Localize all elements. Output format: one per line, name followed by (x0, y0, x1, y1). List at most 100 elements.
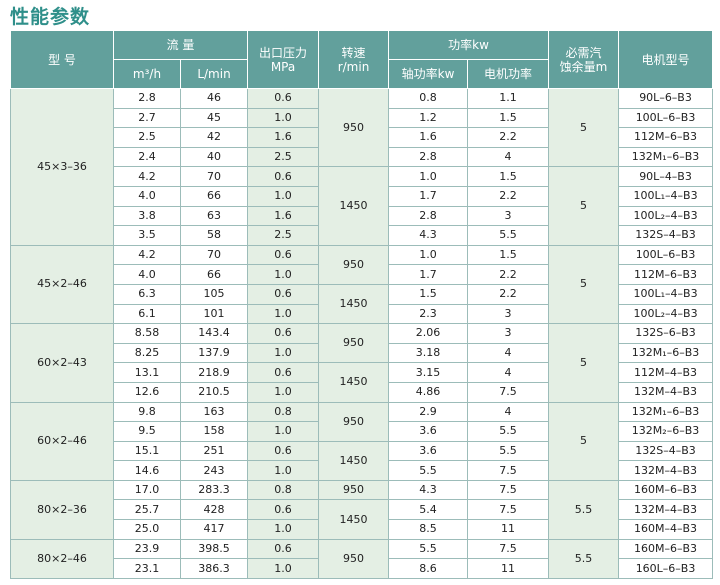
table-row: 45×3–36 2.8 46 0.6 950 0.8 1.1 5 90L–6–B3 (10, 87, 714, 246)
table-cell: 5.5 (467, 225, 550, 246)
table-cell: 1.0 (388, 244, 469, 266)
table-cell: 9.5 (113, 421, 181, 442)
table-cell: 25.0 (113, 519, 181, 540)
table-row: 80×2–46 23.9 398.5 0.6 950 5.5 7.5 5.5 160M–6–B3 (10, 538, 714, 579)
table-cell: 4 (467, 401, 550, 423)
header-line: MPa (270, 59, 296, 74)
table-cell: 2.8 (388, 146, 469, 168)
table-cell: 1.5 (467, 107, 550, 129)
table-cell: 105 (179, 283, 249, 305)
table-cell: 1.0 (247, 558, 320, 579)
table-cell: 1.6 (247, 127, 320, 148)
table-cell: 0.6 (247, 323, 320, 344)
table-cell: 950 (318, 323, 390, 364)
table-cell: 132M–4–B3 (618, 460, 714, 481)
table-cell: 160M–6–B3 (618, 479, 714, 501)
table-cell: 2.4 (113, 146, 181, 168)
table-cell: 0.6 (247, 499, 320, 521)
table-cell: 11 (467, 519, 550, 540)
header-line: 必需汽 (565, 45, 602, 60)
table-cell: 132M₁–6–B3 (618, 342, 714, 364)
table-cell: 4.0 (113, 185, 181, 207)
table-cell: 132M–4–B3 (618, 381, 714, 403)
table-cell: 398.5 (179, 538, 249, 560)
table-cell: 2.06 (388, 323, 469, 344)
table-row: 6.1 101 1.0 2.3 3 100L₂–4–B3 (11, 303, 714, 325)
table-cell: 132M–4–B3 (618, 499, 714, 521)
table-cell: 9.8 (113, 401, 181, 423)
table-row: 23.1 386.3 1.0 8.6 11 160L–6–B3 (11, 558, 714, 579)
table-cell: 2.7 (113, 107, 181, 129)
performance-table: 型 号 流 量 出口压力 MPa 转速 r/min 功率kw 必需汽 蚀余量m 电机型… (10, 30, 714, 579)
table-cell: 1.0 (247, 185, 320, 207)
table-row: 9.5 158 1.0 3.6 5.5 132M₂–6–B3 (11, 421, 714, 442)
table-cell: 160M–4–B3 (618, 519, 714, 540)
table-cell: 3.5 (113, 225, 181, 246)
header-cell: 轴功率kw (388, 59, 469, 89)
table-row: 3.5 58 2.5 4.3 5.5 132S–4–B3 (11, 225, 714, 246)
table-cell: 6.3 (113, 283, 181, 305)
table-cell: 950 (318, 538, 390, 579)
table-cell: 7.5 (467, 381, 550, 403)
table-cell: 1450 (318, 283, 390, 325)
table-row: 2.4 40 2.5 2.8 4 132M₁–6–B3 (11, 146, 714, 168)
table-cell: 100L–6–B3 (618, 107, 714, 129)
table-cell: 2.8 (388, 205, 469, 227)
table-cell: 950 (318, 401, 390, 442)
table-cell: 132S–4–B3 (618, 225, 714, 246)
table-cell: 60×2–43 (10, 323, 114, 403)
table-cell: 1.0 (247, 460, 320, 481)
table-cell: 2.5 (113, 127, 181, 148)
table-cell: 3 (467, 205, 550, 227)
table-cell: 132S–6–B3 (618, 323, 714, 344)
table-row: 12.6 210.5 1.0 4.86 7.5 132M–4–B3 (11, 381, 714, 403)
table-row: 60×2–43 8.58 143.4 0.6 950 2.06 3 5 132S–6–B3 (10, 323, 714, 403)
table-cell: 13.1 (113, 362, 181, 383)
table-cell: 5 (548, 401, 620, 481)
table-cell: 1.6 (388, 127, 469, 148)
table-cell: 42 (179, 127, 249, 148)
table-cell: 60×2–46 (10, 401, 114, 481)
table-cell: 5.5 (548, 538, 620, 579)
table-cell: 950 (318, 244, 390, 285)
table-cell: 4.2 (113, 166, 181, 187)
header-cell: 流 量 (112, 30, 249, 60)
table-cell: 1.0 (247, 342, 320, 364)
table-cell: 8.6 (388, 558, 469, 579)
table-cell: 1.0 (247, 303, 320, 325)
table-cell: 417 (179, 519, 249, 540)
table-cell: 1.0 (247, 107, 320, 129)
table-cell: 0.8 (247, 479, 320, 501)
table-cell: 3 (467, 323, 550, 344)
table-row: 80×2–36 17.0 283.3 0.8 950 4.3 7.5 5.5 160M–6–B3 (10, 479, 714, 540)
table-cell: 137.9 (179, 342, 249, 364)
table-cell: 218.9 (179, 362, 249, 383)
table-cell: 0.6 (247, 283, 320, 305)
header-cell: 转速 r/min (318, 30, 390, 89)
table-row: 45×2–46 4.2 70 0.6 950 1.0 1.5 5 100L–6–B3 (10, 244, 714, 325)
table-cell: 0.6 (247, 440, 320, 462)
table-cell: 4.0 (113, 264, 181, 285)
header-cell: 型 号 (10, 30, 114, 89)
table-cell: 2.3 (388, 303, 469, 325)
table-cell: 1.0 (247, 421, 320, 442)
table-cell: 4.3 (388, 225, 469, 246)
table-row: 4.0 66 1.0 1.7 2.2 112M–6–B3 (11, 264, 714, 285)
table-cell: 1.0 (247, 381, 320, 403)
table-cell: 100L₁–4–B3 (618, 283, 714, 305)
table-cell: 14.6 (113, 460, 181, 481)
table-cell: 112M–4–B3 (618, 362, 714, 383)
table-cell: 386.3 (179, 558, 249, 579)
table-cell: 1.0 (388, 166, 469, 187)
table-cell: 100L₁–4–B3 (618, 185, 714, 207)
table-cell: 70 (179, 244, 249, 266)
table-cell: 132M₁–6–B3 (618, 401, 714, 423)
header-line: 转速 (341, 45, 366, 60)
header-cell: 电机功率 (467, 59, 550, 89)
header-cell: 电机型号 (618, 30, 714, 89)
table-cell: 1.5 (467, 166, 550, 187)
table-cell: 2.9 (388, 401, 469, 423)
table-cell: 12.6 (113, 381, 181, 403)
table-cell: 45×2–46 (10, 244, 114, 325)
table-cell: 5 (548, 87, 620, 168)
